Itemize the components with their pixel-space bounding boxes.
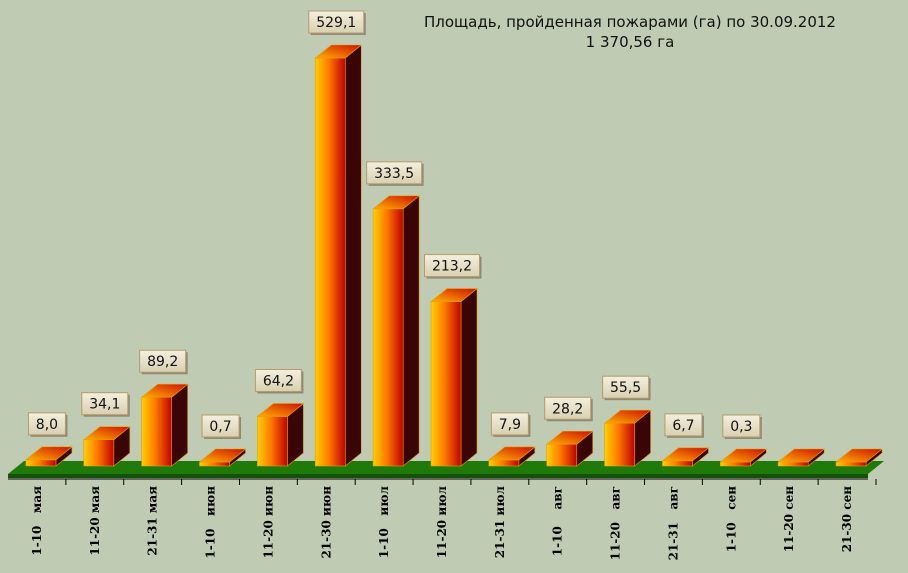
data-label-text: 213,2 <box>432 259 472 275</box>
bar-top <box>603 409 652 424</box>
bar-front <box>604 422 635 467</box>
bar-14 <box>777 448 826 467</box>
x-tick-label-12: 21-31 авг <box>666 486 680 560</box>
data-label-text: 0,7 <box>209 419 231 435</box>
chart-title-block: Площадь, пройденная пожарами (га) по 30.… <box>370 12 890 52</box>
bar-front <box>662 460 693 467</box>
bar-side <box>171 383 188 467</box>
data-label-10: 28,2 <box>544 396 593 422</box>
bar-1 <box>25 446 73 467</box>
bar-front <box>546 443 578 467</box>
x-tick-label-11: 11-20 авг <box>609 486 623 560</box>
bar-11 <box>603 409 652 467</box>
bar-front <box>430 301 462 467</box>
chart-floor-edge <box>8 474 868 478</box>
bar-top <box>256 403 305 417</box>
bar-2 <box>82 426 131 467</box>
bar-top <box>372 195 420 210</box>
data-label-4: 0,7 <box>201 414 242 439</box>
data-label-text: 8,0 <box>36 417 58 433</box>
x-tick-label-14: 11-20 сен <box>782 486 796 552</box>
data-label-11: 55,5 <box>602 375 651 401</box>
bar-top <box>430 288 478 302</box>
bar-front <box>372 208 404 467</box>
chart-subtitle: 1 370,56 га <box>585 33 675 51</box>
bar-front <box>720 461 751 467</box>
data-label-text: 6,7 <box>672 418 694 434</box>
bar-8 <box>430 287 478 467</box>
bar-front <box>835 461 867 467</box>
data-label-7: 333,5 <box>366 161 424 186</box>
bar-12 <box>661 447 710 467</box>
data-label-text: 89,2 <box>147 354 178 370</box>
data-label-6: 529,1 <box>308 10 366 35</box>
bar-front <box>314 57 346 467</box>
bar-top <box>198 448 247 463</box>
bar-top <box>719 448 768 463</box>
bar-top <box>545 430 594 445</box>
x-tick-label-6: 21-30 июн <box>319 486 333 559</box>
data-label-text: 0,3 <box>730 419 752 435</box>
bar-front <box>25 459 57 467</box>
bar-top <box>82 426 131 441</box>
bar-front <box>488 459 520 467</box>
bar-9 <box>488 446 536 467</box>
bar-side <box>402 195 420 467</box>
bar-side <box>460 287 478 467</box>
bar-3 <box>140 383 189 467</box>
bar-top <box>25 446 73 461</box>
x-tick-label-9: 21-31 июл <box>493 485 507 558</box>
x-tick-label-8: 11-20 июл <box>435 485 449 558</box>
bar-top <box>488 446 536 461</box>
data-label-1: 8,0 <box>27 412 68 437</box>
bar-10 <box>545 430 594 467</box>
data-label-text: 529,1 <box>316 15 356 31</box>
data-label-12: 6,7 <box>664 413 704 438</box>
data-label-13: 0,3 <box>722 414 762 439</box>
bar-13 <box>719 448 768 467</box>
bar-15 <box>835 448 883 467</box>
x-tick-label-10: 1-10 авг <box>551 486 565 556</box>
chart-title: Площадь, пройденная пожарами (га) по 30.… <box>424 13 836 31</box>
bar-front <box>199 461 230 467</box>
data-label-text: 7,9 <box>499 417 521 433</box>
bar-top <box>661 447 710 462</box>
x-tick-label-7: 1-10 июл <box>377 485 391 558</box>
data-label-2: 34,1 <box>81 392 130 417</box>
bar-5 <box>256 402 305 467</box>
data-label-5: 64,2 <box>254 368 304 394</box>
x-tick-label-1: 1-10 мая <box>30 486 44 556</box>
data-label-text: 64,2 <box>263 373 294 389</box>
x-tick-label-2: 11-20 мая <box>88 486 102 556</box>
bar-top <box>777 448 826 463</box>
bar-front <box>83 439 115 467</box>
data-label-9: 7,9 <box>490 412 531 437</box>
x-tick-label-3: 21-31 мая <box>146 486 160 556</box>
bar-top <box>835 448 883 463</box>
bar-4 <box>198 448 247 467</box>
bar-6 <box>314 44 363 467</box>
x-tick-label-4: 1-10 июн <box>204 486 218 559</box>
data-label-8: 213,2 <box>424 254 482 279</box>
bar-top <box>140 383 189 398</box>
data-label-text: 55,5 <box>610 380 641 396</box>
bar-top <box>314 44 363 59</box>
data-label-3: 89,2 <box>139 349 188 375</box>
data-label-text: 28,2 <box>552 401 583 417</box>
x-tick-label-13: 1-10 сен <box>724 486 738 553</box>
x-tick-label-5: 11-20 июн <box>261 486 275 559</box>
x-tick-label-15: 21-30 сен <box>840 486 854 552</box>
bar-front <box>777 461 809 467</box>
bar-front <box>141 396 172 467</box>
bar-front <box>257 416 288 467</box>
bar-side <box>344 44 362 467</box>
data-label-text: 34,1 <box>89 397 120 413</box>
data-label-text: 333,5 <box>374 166 414 182</box>
bar-7 <box>372 195 420 467</box>
